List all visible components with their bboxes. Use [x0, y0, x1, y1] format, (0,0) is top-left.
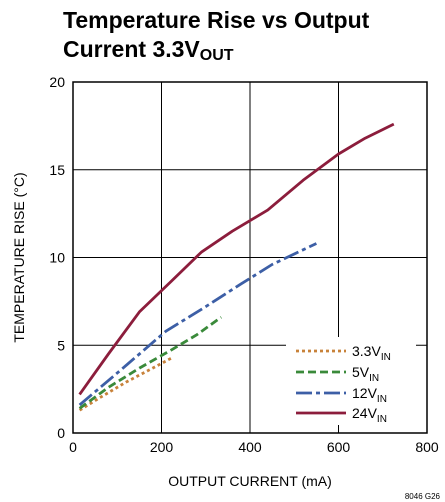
- grid: [73, 82, 427, 433]
- chart-title-subscript: OUT: [199, 47, 234, 64]
- y-tick-label: 15: [49, 162, 65, 178]
- chart-title: Temperature Rise vs Output Current 3.3VO…: [63, 6, 369, 64]
- figure-code: 8046 G26: [405, 492, 441, 501]
- series-line-1: [78, 316, 223, 410]
- legend-entry: 5VIN: [352, 364, 379, 384]
- chart-title-line-2: Current 3.3V: [63, 36, 200, 62]
- series-line-2: [78, 242, 317, 406]
- y-tick-label: 10: [49, 250, 65, 266]
- x-tick-label: 200: [150, 439, 174, 455]
- legend-entry: 12VIN: [352, 385, 387, 405]
- series-line-0: [78, 356, 174, 412]
- legend-background: [286, 337, 416, 425]
- x-tick-label: 800: [415, 439, 439, 455]
- series-lines: [78, 122, 395, 412]
- legend-entry: 3.3VIN: [352, 343, 391, 363]
- y-axis-label: TEMPERATURE RISE (°C): [11, 172, 27, 342]
- x-tick-label: 0: [69, 439, 77, 455]
- y-tick-label: 5: [57, 337, 65, 353]
- plot-frame: [72, 81, 428, 434]
- tick-labels: 0 200 400 600 800 0 5 10 15 20: [49, 74, 438, 455]
- x-tick-label: 400: [238, 439, 262, 455]
- y-tick-label: 20: [49, 74, 65, 90]
- legend-entry: 24VIN: [352, 405, 387, 425]
- x-axis-label: OUTPUT CURRENT (mA): [168, 473, 332, 489]
- chart-title-line-1: Temperature Rise vs Output: [63, 7, 370, 33]
- series-line-3: [78, 122, 395, 396]
- y-tick-label: 0: [57, 425, 65, 441]
- x-tick-label: 600: [327, 439, 351, 455]
